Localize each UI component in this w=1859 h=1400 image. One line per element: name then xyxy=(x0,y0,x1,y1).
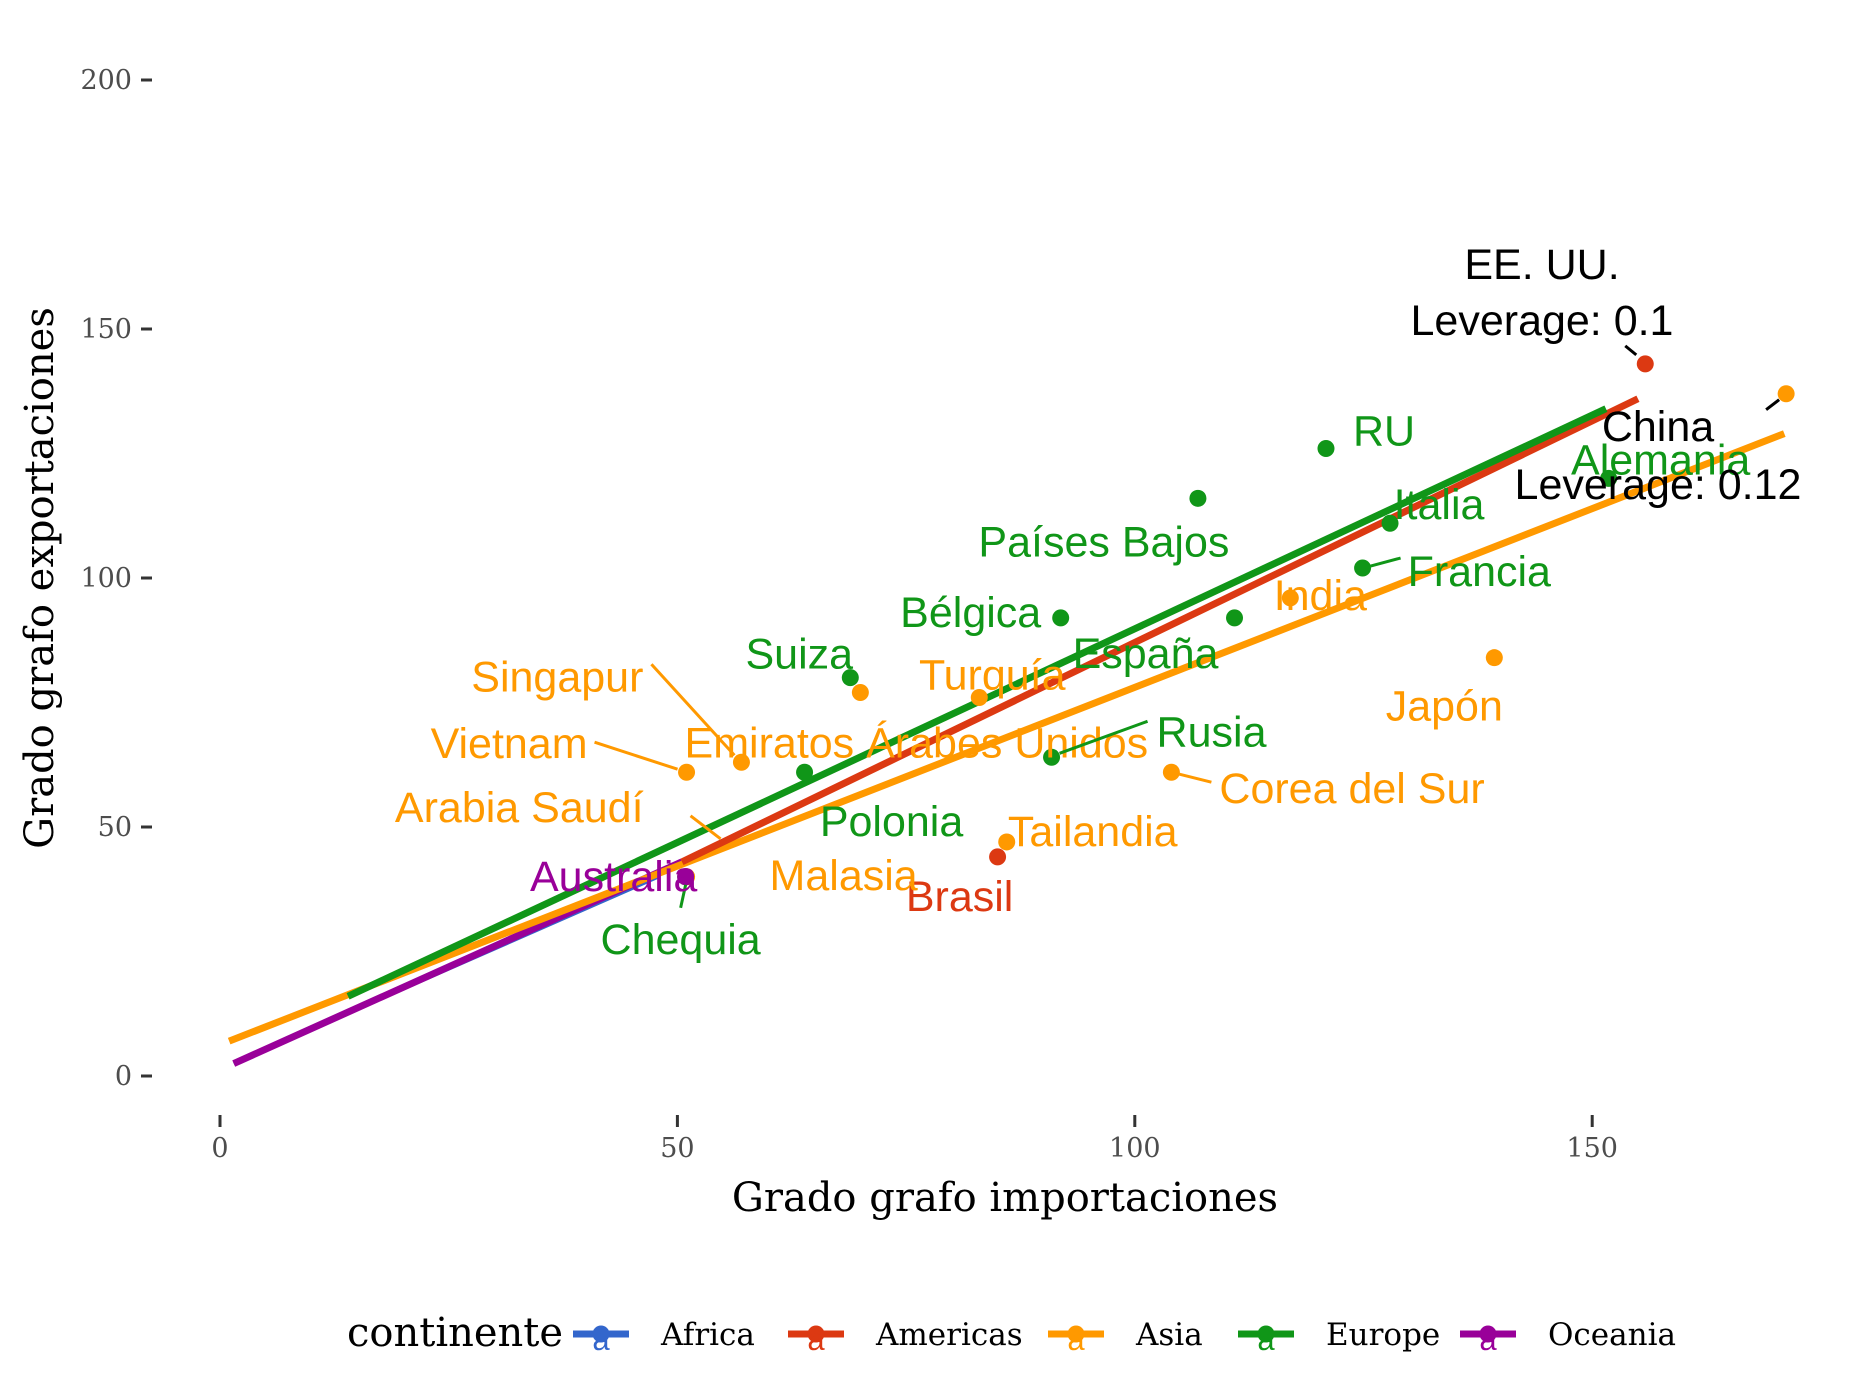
y-tick-label: 100 xyxy=(80,563,132,594)
leverage-annotations: EE. UU. Leverage: 0.1 China Leverage: 0.12 xyxy=(1411,241,1802,509)
label-tailandia: Tailandia xyxy=(1008,808,1178,856)
point-tailandia xyxy=(998,833,1016,851)
x-tick-label: 100 xyxy=(1109,1133,1161,1164)
label-chequia: Chequia xyxy=(601,916,761,964)
label-leader-francia xyxy=(1370,556,1401,568)
point-suiza xyxy=(841,669,859,687)
point-espana xyxy=(1226,609,1244,627)
point-ee-uu xyxy=(1636,355,1654,373)
legend-key-glyph-oceania: a xyxy=(1479,1322,1497,1357)
point-alemania xyxy=(1600,469,1618,487)
label-emiratos-arabes-unidos: Emiratos Árabes Unidos xyxy=(685,720,1149,768)
label-arabia-saudi: Arabia Saudí xyxy=(395,784,644,832)
label-italia: Italia xyxy=(1394,481,1485,529)
legend-label-africa: Africa xyxy=(660,1317,755,1353)
legend-label-oceania: Oceania xyxy=(1548,1317,1676,1353)
label-polonia: Polonia xyxy=(820,798,964,846)
point-paises-bajos xyxy=(1189,489,1207,507)
label-brasil: Brasil xyxy=(906,873,1014,921)
point-corea-del-sur xyxy=(1162,763,1180,781)
label-malasia: Malasia xyxy=(770,852,918,900)
annotation-country: China xyxy=(1602,403,1714,451)
point-singapur xyxy=(732,753,750,771)
label-leader-rusia xyxy=(1059,719,1149,755)
label-turquia: Turquía xyxy=(919,652,1066,700)
point-india xyxy=(1281,589,1299,607)
legend-key-glyph-americas: a xyxy=(807,1322,825,1357)
label-vietnam: Vietnam xyxy=(431,720,588,768)
label-paises-bajos: Países Bajos xyxy=(978,518,1229,566)
legend-key-point-africa xyxy=(592,1325,610,1343)
legend-label-europe: Europe xyxy=(1326,1317,1440,1353)
label-alemania: Alemania xyxy=(1571,436,1750,484)
label-leader-singapur xyxy=(650,663,736,757)
legend: continente a Africa a Americas a Asia a Europe a… xyxy=(347,1310,1676,1357)
x-tick-label: 50 xyxy=(660,1133,694,1164)
legend-key-point-asia xyxy=(1067,1325,1085,1343)
axes: 0 50 100 150 200 0 50 100 150 xyxy=(80,65,1618,1164)
label-leader-chequia xyxy=(679,884,688,909)
legend-label-asia: Asia xyxy=(1135,1317,1203,1353)
legend-key-glyph-europe: a xyxy=(1257,1322,1275,1357)
x-tick-label: 150 xyxy=(1566,1133,1618,1164)
fit-line-americas xyxy=(680,395,1640,866)
fit-line-asia xyxy=(227,430,1786,1045)
x-tick-label: 0 xyxy=(211,1133,228,1164)
label-ru: RU xyxy=(1353,408,1415,456)
x-axis-title: Grado grafo importaciones xyxy=(732,1175,1278,1221)
label-leader-arabia-saudi xyxy=(689,814,722,840)
label-leader-vietnam xyxy=(594,740,679,771)
y-tick-label: 200 xyxy=(80,65,132,96)
y-tick-label: 150 xyxy=(80,314,132,345)
legend-key-point-oceania xyxy=(1479,1325,1497,1343)
y-tick-label: 50 xyxy=(98,812,132,843)
point-belgica xyxy=(1052,609,1070,627)
label-suiza: Suiza xyxy=(746,631,854,679)
label-rusia: Rusia xyxy=(1157,708,1267,756)
label-corea-del-sur: Corea del Sur xyxy=(1219,765,1484,813)
label-belgica: Bélgica xyxy=(900,589,1041,637)
point-polonia xyxy=(796,763,814,781)
point-italia xyxy=(1381,514,1399,532)
legend-label-americas: Americas xyxy=(875,1317,1023,1353)
point-labels: Brasil Japón India Corea del Sur Turquía Tail… xyxy=(395,408,1750,964)
data-points xyxy=(677,355,1795,886)
point-turquia xyxy=(970,689,988,707)
label-francia: Francia xyxy=(1408,548,1551,596)
y-axis-title: Grado grafo exportaciones xyxy=(17,307,63,849)
point-vietnam xyxy=(678,763,696,781)
legend-key-glyph-africa: a xyxy=(592,1322,610,1357)
legend-key-point-americas xyxy=(807,1325,825,1343)
point-ru xyxy=(1317,440,1335,458)
label-leader-corea-del-sur xyxy=(1179,772,1212,784)
annotation-leverage: Leverage: 0.1 xyxy=(1411,297,1674,345)
annotation-leader xyxy=(1624,344,1638,357)
annotation-country: EE. UU. xyxy=(1464,241,1619,289)
y-tick-label: 0 xyxy=(115,1061,132,1092)
label-japon: Japón xyxy=(1386,683,1503,731)
annotation-leader xyxy=(1765,398,1781,411)
label-singapur: Singapur xyxy=(471,653,643,701)
legend-title: continente xyxy=(347,1310,563,1356)
point-brasil xyxy=(989,848,1007,866)
label-australia: Australia xyxy=(530,853,697,901)
legend-key-glyph-asia: a xyxy=(1067,1322,1085,1357)
label-india: India xyxy=(1274,572,1367,620)
point-francia xyxy=(1354,559,1372,577)
point-rusia xyxy=(1043,748,1061,766)
point-japon xyxy=(1485,649,1503,667)
point-australia xyxy=(677,868,695,886)
annotation-leverage: Leverage: 0.12 xyxy=(1515,461,1802,509)
point-emiratos-arabes-unidos xyxy=(851,684,869,702)
legend-key-point-europe xyxy=(1257,1325,1275,1343)
label-espana: España xyxy=(1073,630,1219,678)
point-china xyxy=(1777,385,1795,403)
